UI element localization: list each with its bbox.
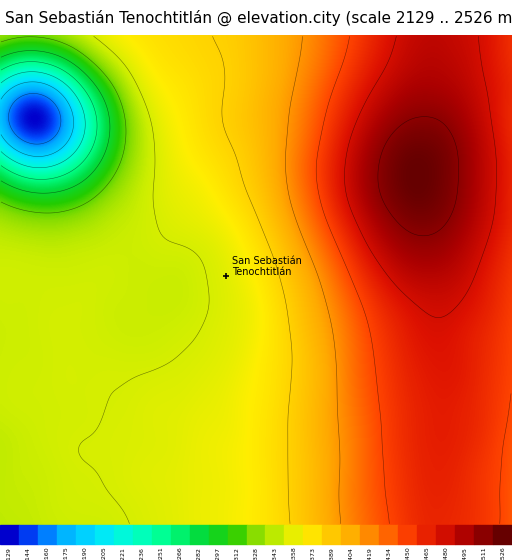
Bar	[114, 525, 133, 544]
Text: 2129: 2129	[7, 547, 12, 560]
Bar	[38, 525, 57, 544]
Text: 2221: 2221	[121, 547, 126, 560]
Text: 2434: 2434	[386, 547, 391, 560]
Text: 2236: 2236	[140, 547, 145, 560]
Bar	[189, 525, 208, 544]
Text: 2205: 2205	[102, 547, 107, 560]
Text: 2358: 2358	[291, 547, 296, 560]
Text: 2389: 2389	[329, 547, 334, 560]
Text: 2297: 2297	[216, 547, 221, 560]
Text: 2511: 2511	[481, 547, 486, 560]
Bar	[398, 525, 417, 544]
Text: 2328: 2328	[253, 547, 259, 560]
Bar	[266, 525, 285, 544]
Text: 2190: 2190	[83, 547, 88, 560]
Text: 2404: 2404	[348, 547, 353, 560]
Text: San Sebastián Tenochtitlán @ elevation.city (scale 2129 .. 2526 m)*: San Sebastián Tenochtitlán @ elevation.c…	[5, 10, 512, 26]
Text: 2465: 2465	[424, 547, 429, 560]
Bar	[0, 525, 19, 544]
Bar	[152, 525, 170, 544]
Bar	[170, 525, 189, 544]
Bar	[417, 525, 436, 544]
Text: 2480: 2480	[443, 547, 448, 560]
Text: 2312: 2312	[234, 547, 240, 560]
Text: 2495: 2495	[462, 547, 467, 560]
Bar	[474, 525, 493, 544]
Bar	[304, 525, 323, 544]
Bar	[323, 525, 342, 544]
Bar	[342, 525, 360, 544]
Text: 2266: 2266	[178, 547, 183, 560]
Text: 2343: 2343	[272, 547, 278, 560]
Text: San Sebastián
Tenochtitlán: San Sebastián Tenochtitlán	[232, 255, 302, 277]
Bar	[436, 525, 455, 544]
Bar	[208, 525, 227, 544]
Bar	[379, 525, 398, 544]
Bar	[57, 525, 76, 544]
Bar	[360, 525, 379, 544]
Text: 2450: 2450	[405, 547, 410, 560]
Bar	[76, 525, 95, 544]
Text: 2175: 2175	[64, 547, 69, 560]
Bar	[19, 525, 38, 544]
Bar	[95, 525, 114, 544]
Text: 2373: 2373	[310, 547, 315, 560]
Text: 2144: 2144	[26, 547, 31, 560]
Text: 2160: 2160	[45, 547, 50, 560]
Bar	[455, 525, 474, 544]
Text: 2419: 2419	[367, 547, 372, 560]
Bar	[285, 525, 304, 544]
Bar	[133, 525, 152, 544]
Text: 2526: 2526	[500, 547, 505, 560]
Bar	[227, 525, 246, 544]
Bar	[246, 525, 266, 544]
Text: 2251: 2251	[159, 547, 164, 560]
Bar	[493, 525, 512, 544]
Text: 2282: 2282	[197, 547, 202, 560]
